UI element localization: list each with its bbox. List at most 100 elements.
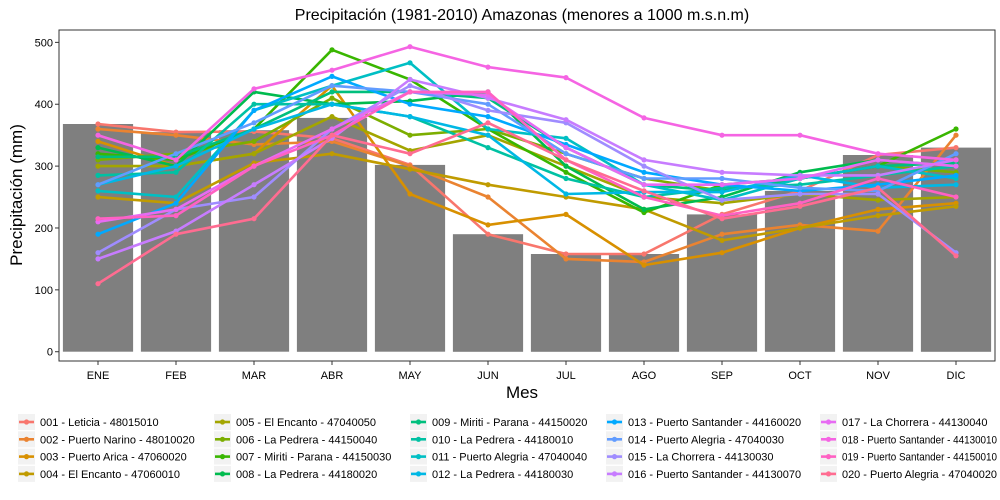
series-15-point-oct [797, 191, 803, 197]
series-17-point-ago [641, 182, 647, 188]
series-line-18 [96, 45, 958, 162]
series-2-point-jun [485, 194, 491, 200]
series-20-point-sep [719, 216, 725, 222]
legend-label: 012 - La Pedrera - 44180030 [432, 469, 573, 481]
bar-jun [452, 234, 524, 352]
series-18-point-feb [173, 157, 179, 163]
legend-label: 007 - Miriti - Parana - 44150030 [236, 452, 391, 464]
series-line-19 [96, 90, 958, 220]
series-3-point-sep [719, 250, 725, 256]
series-14-point-ene [95, 182, 101, 188]
legend-label: 020 - Puerto Alegria - 47040020 [842, 469, 997, 481]
legend-label: 013 - Puerto Santander - 44160020 [628, 417, 801, 429]
series-7-point-dic [953, 126, 959, 132]
series-5-point-ene [95, 163, 101, 169]
legend-item-1: 001 - Leticia - 48015010 [18, 414, 159, 430]
legend-key-point [23, 471, 30, 477]
series-19-point-mar [251, 163, 257, 169]
x-tick-label: SEP [711, 370, 733, 382]
series-20-point-jun [485, 120, 491, 126]
bar-oct [764, 190, 836, 352]
series-10-point-ene [95, 172, 101, 178]
legend-label: 010 - La Pedrera - 44180010 [432, 434, 573, 446]
series-1-point-ene [95, 121, 101, 127]
series-11-point-ene [95, 188, 101, 194]
chart-title: Precipitación (1981-2010) Amazonas (meno… [295, 7, 749, 24]
series-8-point-ago [641, 206, 647, 212]
legend-label: 014 - Puerto Alegria - 47040030 [628, 434, 784, 446]
legend-key-point [825, 436, 832, 442]
series-4-point-ene [95, 194, 101, 200]
legend-item-7: 007 - Miriti - Parana - 44150030 [214, 448, 391, 465]
series-18-point-mar [251, 86, 257, 92]
legend-key-point [825, 419, 832, 425]
legend-key-point [219, 471, 226, 477]
legend-key-point [415, 454, 422, 460]
series-line-14 [96, 84, 958, 193]
series-13-point-abr [329, 73, 335, 79]
series-14-point-oct [797, 185, 803, 191]
y-axis-title: Precipitación (mm) [7, 124, 26, 266]
series-10-point-jul [563, 175, 569, 182]
legend-item-17: 017 - La Chorrera - 44130040 [820, 414, 988, 430]
series-16-point-jul [563, 117, 569, 123]
y-tick-label: 200 [35, 223, 53, 235]
series-20-point-abr [329, 132, 335, 138]
legend-label: 017 - La Chorrera - 44130040 [842, 417, 988, 429]
series-8-point-jul [563, 163, 569, 169]
x-tick-label: ENE [87, 370, 110, 382]
series-11-point-jul [563, 135, 569, 141]
series-20-point-feb [173, 231, 179, 237]
legend-key-point [611, 419, 618, 425]
series-4-point-abr [329, 151, 335, 157]
series-5-point-abr [329, 114, 335, 120]
series-15-point-nov [875, 191, 881, 197]
legend-item-6: 006 - La Pedrera - 44150040 [214, 431, 377, 448]
lines-layer [95, 44, 959, 287]
series-16-point-sep [719, 169, 725, 175]
series-2-point-sep [719, 231, 725, 237]
x-tick-label: MAR [242, 370, 267, 382]
x-tick-label: AGO [632, 370, 657, 382]
x-tick-label: OCT [788, 370, 812, 382]
series-4-point-dic [953, 203, 959, 209]
series-3-point-ago [641, 262, 647, 268]
series-20-point-may [407, 151, 413, 157]
series-18-point-dic [953, 157, 959, 163]
series-12-point-feb [173, 163, 179, 169]
series-12-point-may [407, 114, 413, 120]
series-20-point-mar [251, 216, 257, 222]
series-6-point-mar [251, 138, 257, 144]
legend-label: 001 - Leticia - 48015010 [40, 417, 159, 429]
legend-item-4: 004 - El Encanto - 47060010 [18, 465, 180, 482]
legend-label: 016 - Puerto Santander - 44130070 [628, 469, 801, 481]
series-3-point-nov [875, 206, 881, 212]
bar-ago [608, 254, 680, 352]
legend-label: 015 - La Chorrera - 44130030 [628, 452, 774, 464]
series-7-point-abr [329, 47, 335, 53]
series-16-point-may [407, 76, 413, 83]
legend-key-point [611, 436, 618, 442]
series-19-point-feb [173, 213, 179, 219]
series-5-point-nov [875, 197, 881, 203]
series-18-point-ago [641, 115, 647, 121]
series-18-point-sep [719, 132, 725, 138]
legend-item-5: 005 - El Encanto - 47040050 [214, 414, 376, 430]
series-18-point-oct [797, 132, 803, 138]
series-4-point-may [407, 166, 413, 172]
series-13-point-may [407, 101, 413, 107]
series-2-point-ene [95, 126, 101, 132]
series-5-point-mar [251, 151, 257, 157]
series-3-point-may [407, 191, 413, 197]
series-19-point-nov [875, 175, 881, 182]
legend-key-point [23, 419, 30, 425]
series-9-point-ene [95, 154, 101, 160]
legend-key-point [825, 454, 832, 460]
legend-item-13: 013 - Puerto Santander - 44160020 [606, 414, 801, 430]
series-13-point-ene [95, 231, 101, 237]
series-line-1 [96, 122, 958, 256]
series-16-point-mar [251, 182, 257, 188]
legend-label: 006 - La Pedrera - 44150040 [236, 434, 377, 446]
series-9-point-abr [329, 89, 335, 95]
